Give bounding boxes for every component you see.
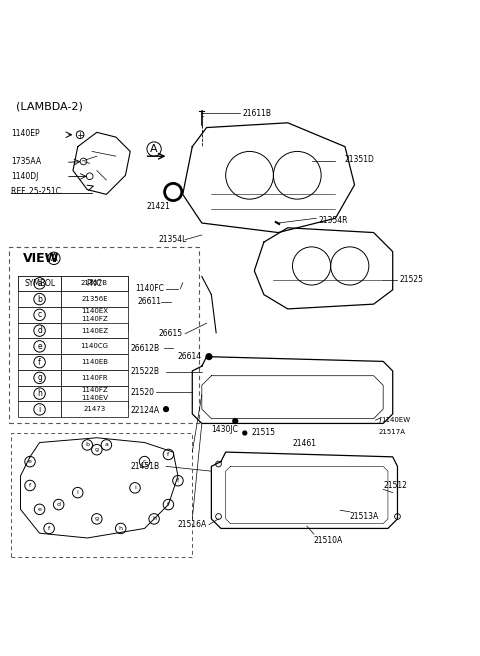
Text: 21513A: 21513A bbox=[350, 512, 379, 521]
Text: e: e bbox=[37, 342, 42, 351]
Text: f: f bbox=[29, 483, 31, 488]
Text: 1735AA: 1735AA bbox=[11, 157, 41, 166]
Text: 21522B: 21522B bbox=[130, 367, 159, 377]
Text: A: A bbox=[50, 253, 57, 263]
Text: g: g bbox=[95, 516, 99, 522]
Text: 21356E: 21356E bbox=[81, 296, 108, 302]
Bar bbox=[61, 307, 128, 331]
Text: 1140EB: 1140EB bbox=[81, 359, 108, 365]
Text: g: g bbox=[37, 373, 42, 382]
Bar bbox=[61, 401, 128, 417]
Bar bbox=[18, 401, 61, 417]
Text: 1140DJ: 1140DJ bbox=[11, 172, 38, 181]
Text: 21516A: 21516A bbox=[178, 520, 207, 529]
Text: f: f bbox=[177, 478, 179, 483]
Text: g: g bbox=[95, 447, 99, 452]
Text: 1140CG: 1140CG bbox=[81, 343, 108, 350]
Text: 22124A: 22124A bbox=[130, 405, 159, 415]
Text: i: i bbox=[38, 405, 41, 414]
Bar bbox=[18, 307, 61, 323]
Text: 21611B: 21611B bbox=[242, 109, 271, 117]
Text: 21512: 21512 bbox=[383, 481, 407, 490]
Text: 21354R: 21354R bbox=[319, 216, 348, 224]
Text: f: f bbox=[48, 526, 50, 531]
Text: 1140EP: 1140EP bbox=[11, 129, 39, 138]
Text: i: i bbox=[77, 490, 79, 495]
Bar bbox=[61, 276, 128, 291]
Text: b: b bbox=[85, 442, 89, 447]
Bar bbox=[18, 386, 61, 401]
Text: d: d bbox=[57, 502, 60, 507]
Text: SYMBOL: SYMBOL bbox=[24, 279, 55, 288]
Bar bbox=[18, 370, 61, 386]
Text: 21525: 21525 bbox=[400, 275, 424, 284]
Text: d: d bbox=[37, 326, 42, 335]
Text: 1430JC: 1430JC bbox=[211, 425, 238, 434]
Text: c: c bbox=[143, 459, 146, 464]
Text: h: h bbox=[37, 389, 42, 398]
Text: 21510A: 21510A bbox=[314, 536, 343, 545]
Bar bbox=[18, 291, 61, 307]
Bar bbox=[18, 323, 61, 338]
Text: 21354L: 21354L bbox=[159, 236, 187, 244]
Text: i: i bbox=[134, 485, 136, 491]
Text: c: c bbox=[37, 310, 42, 319]
Text: VIEW: VIEW bbox=[23, 252, 59, 264]
Text: h: h bbox=[152, 516, 156, 522]
Text: (LAMBDA-2): (LAMBDA-2) bbox=[16, 101, 83, 112]
Text: a: a bbox=[105, 442, 108, 447]
Text: 21473: 21473 bbox=[84, 406, 106, 413]
Text: 21517A: 21517A bbox=[378, 429, 406, 435]
Bar bbox=[18, 276, 61, 291]
Bar bbox=[61, 370, 128, 386]
Text: PNC: PNC bbox=[86, 279, 102, 288]
Text: 26614: 26614 bbox=[178, 352, 202, 361]
Text: 1140EX
1140FZ: 1140EX 1140FZ bbox=[81, 308, 108, 322]
Text: 21451B: 21451B bbox=[130, 462, 159, 471]
Circle shape bbox=[206, 354, 212, 359]
Text: b: b bbox=[37, 295, 42, 304]
Circle shape bbox=[243, 431, 247, 435]
Circle shape bbox=[164, 407, 168, 411]
Text: 1140EZ: 1140EZ bbox=[81, 327, 108, 334]
Text: 26615: 26615 bbox=[159, 329, 183, 338]
Text: 26611: 26611 bbox=[137, 297, 161, 306]
Bar bbox=[61, 291, 128, 307]
Text: f: f bbox=[168, 502, 169, 507]
Text: 1140FC: 1140FC bbox=[135, 284, 164, 293]
Text: 21357B: 21357B bbox=[81, 280, 108, 287]
Bar bbox=[61, 354, 128, 370]
Text: 1140FR: 1140FR bbox=[81, 375, 108, 381]
Text: 21520: 21520 bbox=[130, 388, 154, 397]
Text: 1140FZ
1140EV: 1140FZ 1140EV bbox=[81, 386, 108, 401]
Text: REF. 25-251C: REF. 25-251C bbox=[11, 187, 61, 196]
Bar bbox=[61, 386, 128, 409]
Text: h: h bbox=[119, 526, 123, 531]
Text: f: f bbox=[168, 452, 169, 457]
Text: 26612B: 26612B bbox=[130, 344, 159, 352]
Bar bbox=[18, 276, 61, 291]
Text: A: A bbox=[150, 144, 158, 154]
Bar bbox=[18, 354, 61, 370]
Text: 21461: 21461 bbox=[292, 439, 316, 448]
Bar bbox=[61, 338, 128, 354]
Circle shape bbox=[233, 419, 238, 423]
Text: 21515: 21515 bbox=[252, 428, 276, 438]
Text: f: f bbox=[38, 358, 41, 367]
Bar bbox=[61, 323, 128, 338]
Text: 21351D: 21351D bbox=[345, 155, 375, 163]
Bar bbox=[61, 276, 128, 291]
Text: 1140EW: 1140EW bbox=[381, 417, 410, 422]
Text: e: e bbox=[28, 459, 32, 464]
Text: 21421: 21421 bbox=[147, 202, 171, 211]
Text: e: e bbox=[37, 507, 41, 512]
Bar bbox=[18, 338, 61, 354]
Text: a: a bbox=[37, 279, 42, 288]
